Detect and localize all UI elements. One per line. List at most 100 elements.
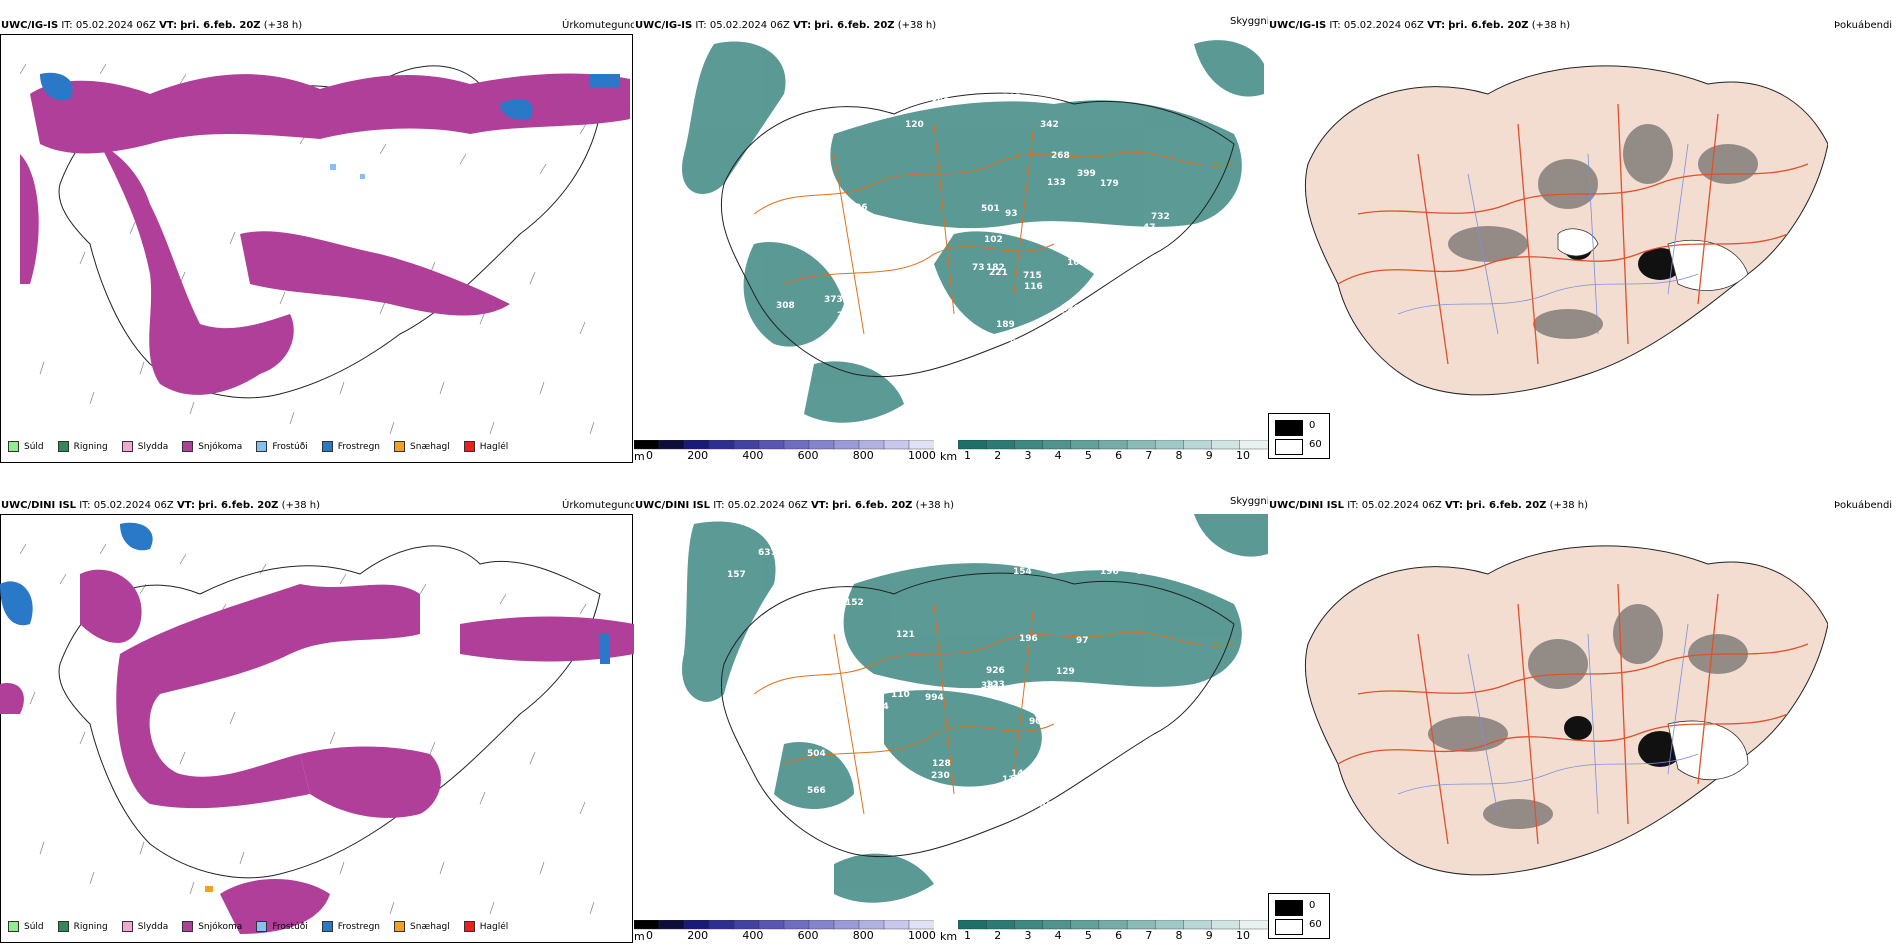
legend-item: Rigning xyxy=(57,921,108,932)
cloud-base-value: 272 xyxy=(837,311,856,321)
lead-time: (+38 h) xyxy=(915,500,955,511)
visibility-ticks-top: 1 2 3 4 5 6 7 8 9 10 xyxy=(964,449,1250,462)
tick-label: 10 xyxy=(1235,929,1250,942)
it-value: 05.02.2024 06Z xyxy=(1343,20,1424,31)
cloud-base-value: 926 xyxy=(986,666,1005,676)
precip-map-top xyxy=(0,34,633,463)
tick-label: 200 xyxy=(687,929,709,942)
colorbar-segment xyxy=(908,920,934,930)
it-value: 05.02.2024 06Z xyxy=(709,20,790,31)
tick-label: 1 xyxy=(964,929,971,942)
colorbar-segment xyxy=(883,440,910,450)
colorbar-segment xyxy=(708,440,735,450)
colorbar-segment xyxy=(833,440,860,450)
legend-item: Súld xyxy=(8,921,44,932)
fog-legend-black-swatch xyxy=(1275,420,1303,436)
cloud-base-value: 179 xyxy=(1100,179,1119,189)
cloud-base-value: 218 xyxy=(858,333,877,343)
legend-label: Snæhagl xyxy=(410,921,450,932)
tick-label: 4 xyxy=(1054,929,1062,942)
cloud-base-value: 381 xyxy=(981,681,1000,691)
lead-time: (+38 h) xyxy=(263,20,303,31)
cloud-base-value: 73 xyxy=(972,263,985,273)
cloud-base-value: 394 xyxy=(1146,554,1165,564)
cloud-base-value: 109 xyxy=(1067,258,1086,268)
cloud-base-value: 701 xyxy=(1062,312,1081,322)
tick-label: 5 xyxy=(1084,929,1092,942)
legend-swatch xyxy=(57,441,69,452)
legend-label: Frostúði xyxy=(272,441,308,452)
legend-item: Rigning xyxy=(57,441,108,452)
colorbar-segment xyxy=(833,920,860,930)
cloud-base-value: 490 xyxy=(731,773,750,783)
colorbar-segment xyxy=(634,920,660,930)
cloud-base-value: 102 xyxy=(1100,298,1119,308)
colorbar-segment xyxy=(1070,440,1100,450)
cloud-base-value: 314 xyxy=(810,165,829,175)
colorbar-segment xyxy=(986,440,1016,450)
colorbar-segment xyxy=(1211,440,1241,450)
cloud-base-value: 153 xyxy=(751,189,770,199)
legend-label: Snjókoma xyxy=(198,921,243,932)
cloud-base-value: 566 xyxy=(807,786,826,796)
tick-label: 9 xyxy=(1205,449,1213,462)
it-value: 05.02.2024 06Z xyxy=(93,500,174,511)
cloud-base-value: 175 xyxy=(814,218,833,228)
cloud-base-value: 457 xyxy=(1040,801,1059,811)
legend-label: Súld xyxy=(24,441,44,452)
cloud-base-value: 133 xyxy=(771,825,790,835)
cloud-base-value: 140 xyxy=(752,801,771,811)
cloud-base-value: 93 xyxy=(1005,209,1018,219)
precip-panel-bottom: UWC/DINI ISL IT: 05.02.2024 06Z VT: þri.… xyxy=(0,480,634,950)
colorbar-segment xyxy=(1014,440,1044,450)
cloud-base-value: 128 xyxy=(932,759,951,769)
it-label: IT: xyxy=(79,500,91,511)
legend-swatch xyxy=(463,921,475,932)
colorbar-segment xyxy=(1042,440,1072,450)
ceiling-colorbar-bottom xyxy=(634,920,934,930)
model-name: UWC/IG-IS xyxy=(635,20,693,31)
fog-panel-bottom: UWC/DINI ISL IT: 05.02.2024 06Z VT: þri.… xyxy=(1268,480,1900,950)
legend-swatch xyxy=(8,921,19,932)
tick-label: 1 xyxy=(964,449,971,462)
tick-label: 400 xyxy=(742,449,764,462)
cloud-base-value: 275 xyxy=(758,160,777,170)
it-value: 05.02.2024 06Z xyxy=(1361,500,1442,511)
lead-time: (+38 h) xyxy=(281,500,321,511)
ceiling-unit-bottom: m xyxy=(634,930,645,943)
cloud-base-value: 282 xyxy=(801,725,820,735)
colorbar-segment xyxy=(883,920,910,930)
cloud-base-value: 467 xyxy=(1099,250,1118,260)
legend-label: Snjókoma xyxy=(198,441,243,452)
cloud-base-value: 102 xyxy=(984,235,1003,245)
model-name: UWC/IG-IS xyxy=(1,20,59,31)
colorbar-segment xyxy=(1211,920,1241,930)
colorbar-segment xyxy=(634,440,660,450)
vt-label: VT: xyxy=(1427,20,1446,31)
cloud-base-value: 111 xyxy=(1002,775,1021,785)
colorbar-segment xyxy=(858,920,885,930)
it-label: IT: xyxy=(695,20,707,31)
cloud-panel-bottom: UWC/DINI ISL IT: 05.02.2024 06Z VT: þri.… xyxy=(634,480,1268,950)
fog-map-top xyxy=(1304,65,1828,396)
cloud-base-value: 97 xyxy=(1076,636,1089,646)
legend-item: Snjókoma xyxy=(182,441,242,452)
cloud-base-value: 373 xyxy=(824,295,843,305)
tick-label: 5 xyxy=(1084,449,1092,462)
legend-item: Frostúði xyxy=(256,921,308,932)
cloud-base-value: 165 xyxy=(918,229,937,239)
cloud-base-value: 941 xyxy=(926,318,945,328)
cloud-title-top: UWC/IG-IS IT: 05.02.2024 06Z VT: þri. 6.… xyxy=(635,20,936,32)
colorbar-segment xyxy=(733,920,760,930)
cloud-base-value: 189 xyxy=(1004,835,1023,845)
visibility-unit-bottom: km xyxy=(940,930,958,943)
tick-label: 1000 xyxy=(907,929,936,942)
legend-item: Haglél xyxy=(463,921,508,932)
fog-label-bottom: Þokuábendi xyxy=(1834,500,1893,511)
model-name: UWC/DINI ISL xyxy=(1269,500,1345,511)
precip-label-top: Úrkomutegund xyxy=(562,20,634,31)
ceiling-ticks-bottom: 0 200 400 600 800 1000 xyxy=(646,929,936,942)
fog-legend-high: 60 xyxy=(1309,919,1322,930)
precip-map-bottom xyxy=(0,514,634,943)
tick-label: 2 xyxy=(994,929,1002,942)
